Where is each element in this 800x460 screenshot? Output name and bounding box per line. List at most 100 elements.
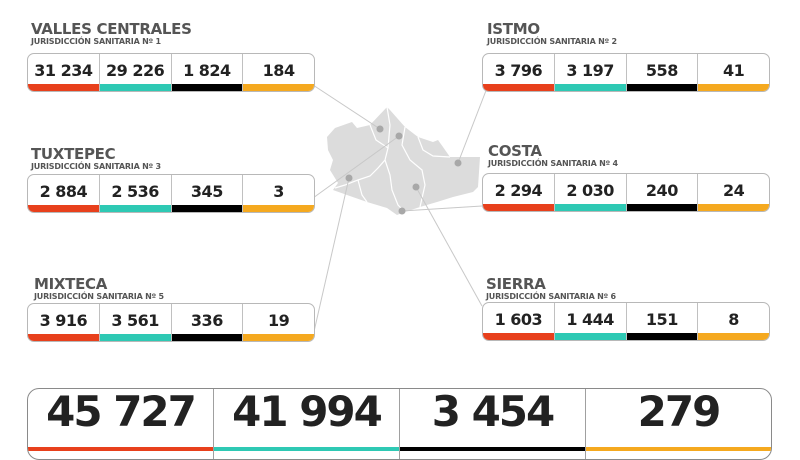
region-mixteca: MIXTECA JURISDICCIÓN SANITARIA Nº 5: [34, 276, 164, 302]
color-bar: [28, 447, 213, 451]
dot-costa: [398, 207, 406, 215]
stat-value: 29 226: [106, 60, 165, 80]
stat-cell: 3 796: [483, 54, 555, 91]
stat-value: 8: [728, 309, 739, 329]
color-bar: [554, 204, 626, 211]
stat-cell: 240: [626, 174, 699, 211]
stat-cell: 3 197: [554, 54, 627, 91]
region-title: TUXTEPEC: [31, 145, 116, 163]
stat-value: 345: [190, 181, 223, 201]
stat-cell: 19: [243, 304, 314, 341]
stat-cell: 8: [698, 303, 769, 340]
stat-cell: 29 226: [99, 54, 172, 91]
color-bar: [626, 84, 698, 91]
stat-value: 2 294: [494, 180, 543, 200]
color-bar: [243, 84, 314, 91]
stat-value: 3 796: [494, 60, 543, 80]
stat-value: 240: [645, 180, 678, 200]
region-borders: [334, 106, 451, 213]
dot-sierra: [412, 183, 420, 191]
color-bar: [698, 333, 769, 340]
dot-valles-centrales: [376, 125, 384, 133]
total-cell: 279: [586, 389, 771, 459]
region-title: MIXTECA: [34, 275, 108, 293]
stat-value: 1 603: [494, 309, 543, 329]
region-valles-centrales: VALLES CENTRALES JURISDICCIÓN SANITARIA …: [31, 21, 192, 47]
stat-value: 3 916: [39, 310, 88, 330]
region-title: VALLES CENTRALES: [31, 20, 192, 38]
oaxaca-map: [312, 84, 488, 337]
color-bar: [28, 334, 99, 341]
dot-istmo: [454, 159, 462, 167]
stat-value: 3 197: [566, 60, 614, 80]
color-bar: [243, 205, 314, 212]
region-subtitle: JURISDICCIÓN SANITARIA Nº 1: [31, 37, 161, 46]
state-outline: [327, 107, 480, 215]
region-subtitle: JURISDICCIÓN SANITARIA Nº 4: [488, 159, 618, 168]
stat-cell: 151: [626, 303, 699, 340]
region-subtitle: JURISDICCIÓN SANITARIA Nº 2: [487, 37, 617, 46]
stat-value: 2 030: [566, 180, 614, 200]
stat-value: 2 884: [39, 181, 88, 201]
color-bar: [626, 333, 698, 340]
color-bar: [99, 334, 171, 341]
stat-cell: 3 916: [28, 304, 100, 341]
stat-cell: 41: [698, 54, 769, 91]
stat-value: 151: [645, 309, 678, 329]
color-bar: [28, 84, 99, 91]
color-bar: [698, 204, 769, 211]
total-cell: 41 994: [214, 389, 400, 459]
color-bar: [28, 205, 99, 212]
stat-cell: 2 030: [554, 174, 627, 211]
stats-mixteca: 3 916 3 561 336 19: [27, 303, 315, 342]
stat-value: 558: [645, 60, 678, 80]
color-bar: [243, 334, 314, 341]
stats-valles-centrales: 31 234 29 226 1 824 184: [27, 53, 315, 92]
total-value: 279: [637, 388, 722, 436]
stat-value: 336: [190, 310, 223, 330]
color-bar: [554, 84, 626, 91]
total-cell: 45 727: [28, 389, 214, 459]
stat-cell: 1 824: [171, 54, 244, 91]
region-subtitle: JURISDICCIÓN SANITARIA Nº 5: [34, 292, 164, 301]
color-bar: [483, 84, 554, 91]
dot-mixteca: [345, 174, 353, 182]
stat-value: 184: [262, 60, 295, 80]
region-costa: COSTA JURISDICCIÓN SANITARIA Nº 4: [488, 143, 618, 169]
color-bar: [99, 84, 171, 91]
stat-cell: 2 884: [28, 175, 100, 212]
stat-value: 19: [267, 310, 290, 330]
color-bar: [214, 447, 399, 451]
stat-cell: 31 234: [28, 54, 100, 91]
stats-sierra: 1 603 1 444 151 8: [482, 302, 770, 341]
color-bar: [171, 334, 243, 341]
stat-value: 1 444: [566, 309, 614, 329]
total-value: 45 727: [46, 388, 197, 436]
stat-value: 31 234: [34, 60, 93, 80]
stat-cell: 345: [171, 175, 244, 212]
total-value: 41 994: [232, 388, 383, 436]
region-title: SIERRA: [486, 275, 546, 293]
stat-value: 3 561: [111, 310, 159, 330]
color-bar: [171, 205, 243, 212]
dot-tuxtepec: [395, 132, 403, 140]
region-sierra: SIERRA JURISDICCIÓN SANITARIA Nº 6: [486, 276, 616, 302]
stat-cell: 2 536: [99, 175, 172, 212]
total-value: 3 454: [431, 388, 556, 436]
stat-value: 41: [722, 60, 745, 80]
stat-cell: 558: [626, 54, 699, 91]
stats-costa: 2 294 2 030 240 24: [482, 173, 770, 212]
color-bar: [554, 333, 626, 340]
stats-tuxtepec: 2 884 2 536 345 3: [27, 174, 315, 213]
color-bar: [400, 447, 585, 451]
stat-cell: 1 444: [554, 303, 627, 340]
stat-cell: 2 294: [483, 174, 555, 211]
color-bar: [626, 204, 698, 211]
color-bar: [483, 204, 554, 211]
leader-lines: [312, 84, 488, 337]
color-bar: [586, 447, 771, 451]
stat-value: 3: [273, 181, 284, 201]
region-dots: [345, 125, 462, 215]
stat-cell: 1 603: [483, 303, 555, 340]
color-bar: [483, 333, 554, 340]
